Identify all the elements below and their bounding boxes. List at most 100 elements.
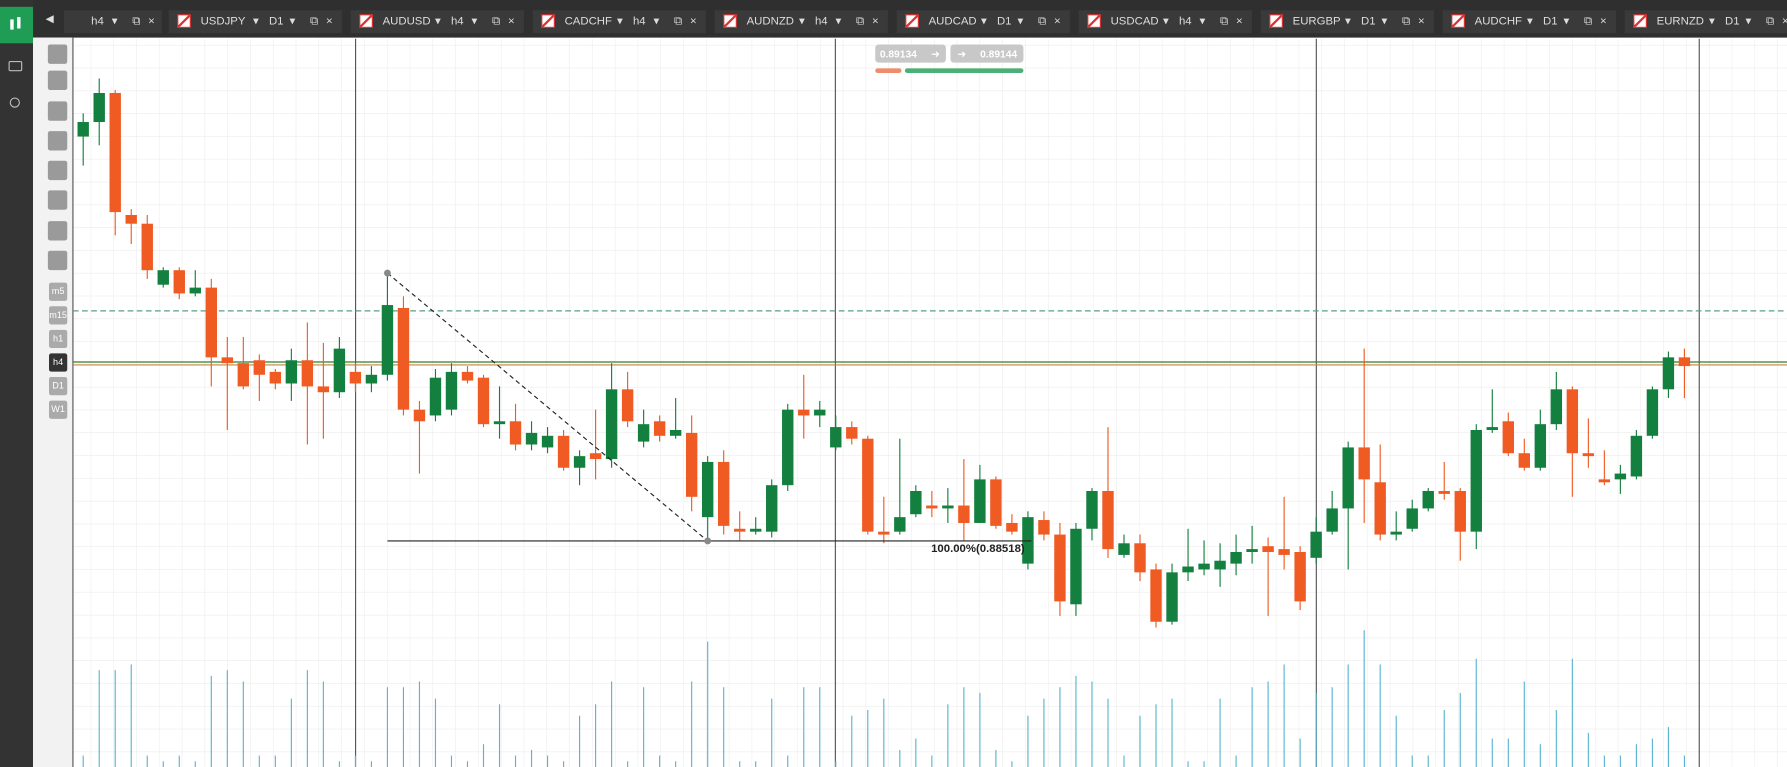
tab-symbol: EURGBP [1293,16,1341,28]
close-icon[interactable]: × [690,16,697,28]
candle-body [365,374,378,384]
timeframe-button[interactable] [49,400,68,419]
buy-button[interactable] [950,44,1024,63]
candle-body [1422,490,1434,509]
detach-icon[interactable]: ⧉ [856,16,864,28]
settings-button[interactable] [47,250,68,271]
tab[interactable]: AUDUSD ▾ h4 ▾ ⧉ × [350,10,524,34]
timeframe-button[interactable] [49,282,68,301]
candle-body [525,432,538,445]
candle-body [1390,531,1402,535]
tab[interactable]: CADCHF ▾ h4 ▾ ⧉ × [532,10,706,34]
tab-symbol: EURNZD [1657,16,1704,28]
timeframe-button[interactable] [49,329,68,349]
candle-body [1246,549,1258,553]
close-icon[interactable]: × [1054,16,1061,28]
close-icon[interactable]: × [1782,16,1787,28]
candle-body [1566,389,1579,454]
timeframe-button[interactable] [49,306,68,325]
tab-symbol: CADCHF [565,16,612,28]
detach-icon[interactable]: ⧉ [1766,16,1774,28]
sell-price: 0.89134 [880,49,917,60]
tab-timeframe[interactable]: h4 [815,16,828,28]
tab[interactable]: AUDNZD ▾ h4 ▾ ⧉ × [714,10,888,34]
tab-timeframe[interactable]: D1 [1543,16,1558,28]
close-icon[interactable]: × [1236,16,1243,28]
symbol-icon [905,14,920,29]
candle-body [301,360,314,387]
detach-icon[interactable]: ⧉ [310,16,318,28]
tab-timeframe[interactable]: D1 [997,16,1012,28]
detach-icon[interactable]: ⧉ [492,16,500,28]
indicator-button[interactable] [47,131,68,151]
detach-icon[interactable]: ⧉ [674,16,682,28]
tab-timeframe[interactable]: h4 [633,16,646,28]
tab-symbol: AUDCHF [1475,16,1522,28]
detach-icon[interactable]: ⧉ [1402,16,1410,28]
candle-body [734,528,746,532]
close-icon[interactable]: × [508,16,515,28]
candle-body [717,461,730,526]
scroll-left[interactable]: ◀ [46,14,54,25]
candle-body [1454,490,1466,532]
tab-symbol: AUDCAD [929,16,977,28]
fib-label: 100.00%(0.88518) [931,543,1025,555]
candle-body [926,505,938,509]
close-icon[interactable]: × [872,16,879,28]
symbol-icon [176,14,192,29]
tab-timeframe[interactable]: D1 [269,16,284,28]
zoom-in-button[interactable] [47,44,68,64]
candle-body [589,453,602,460]
detach-icon[interactable]: ⧉ [1220,16,1228,28]
candle-body [1006,522,1018,532]
symbol-icon [722,14,738,29]
dropdown-icon: ▾ [1017,16,1023,28]
tab[interactable]: h4 ▾ ⧉ × [63,10,162,34]
close-icon[interactable]: × [1600,16,1607,28]
calendar-button[interactable] [8,60,23,72]
candle-body [125,214,137,224]
candle-body [141,223,153,271]
tab-timeframe[interactable]: h4 [1179,16,1192,28]
timeframe-button[interactable] [49,377,68,396]
fib-handle[interactable] [384,269,391,277]
dropdown-icon: ▾ [835,16,841,28]
candle-body [1582,453,1595,457]
tab-timeframe[interactable]: D1 [1361,16,1376,28]
candle-body [509,421,522,445]
candle-body [1118,543,1130,555]
close-icon[interactable]: × [326,16,333,28]
buy-bar [904,68,1024,73]
tab-background [168,10,342,34]
close-icon[interactable]: × [1418,16,1425,28]
link-button[interactable] [47,160,68,181]
symbol-icon [1269,14,1284,29]
chart-type-button[interactable] [47,101,68,121]
timeframe-label: h4 [53,357,63,367]
fib-handle[interactable] [704,537,712,545]
tab[interactable]: AUDCAD ▾ D1 ▾ ⧉ × [896,10,1070,34]
tab[interactable]: USDCAD ▾ h4 ▾ ⧉ × [1078,10,1252,34]
visibility-button[interactable] [47,221,68,241]
timeframe-button[interactable] [49,353,68,372]
sell-button[interactable] [875,44,946,63]
tab[interactable]: EURGBP ▾ D1 ▾ ⧉ × [1260,10,1434,34]
tab-timeframe[interactable]: h4 [451,16,464,28]
tab[interactable]: EURNZD ▾ D1 ▾ ⧉ × [1624,10,1787,34]
tab-timeframe[interactable]: h4 [91,16,104,28]
close-icon[interactable]: × [148,16,155,28]
tab-timeframe[interactable]: D1 [1725,16,1740,28]
tab[interactable]: USDJPY ▾ D1 ▾ ⧉ × [168,10,342,34]
search-button[interactable] [9,97,20,108]
detach-icon[interactable]: ⧉ [1038,16,1046,28]
tab-background [1078,10,1252,34]
zoom-out-button[interactable] [47,70,68,91]
tab[interactable]: AUDCHF ▾ D1 ▾ ⧉ × [1442,10,1616,34]
dropdown-icon: ▾ [1564,16,1570,28]
detach-icon[interactable]: ⧉ [1584,16,1592,28]
chart-mode-button[interactable] [0,6,34,44]
layers-button[interactable] [47,190,68,210]
detach-icon[interactable]: ⧉ [132,16,140,28]
candle-body [349,371,362,384]
candle-body [1070,528,1082,605]
